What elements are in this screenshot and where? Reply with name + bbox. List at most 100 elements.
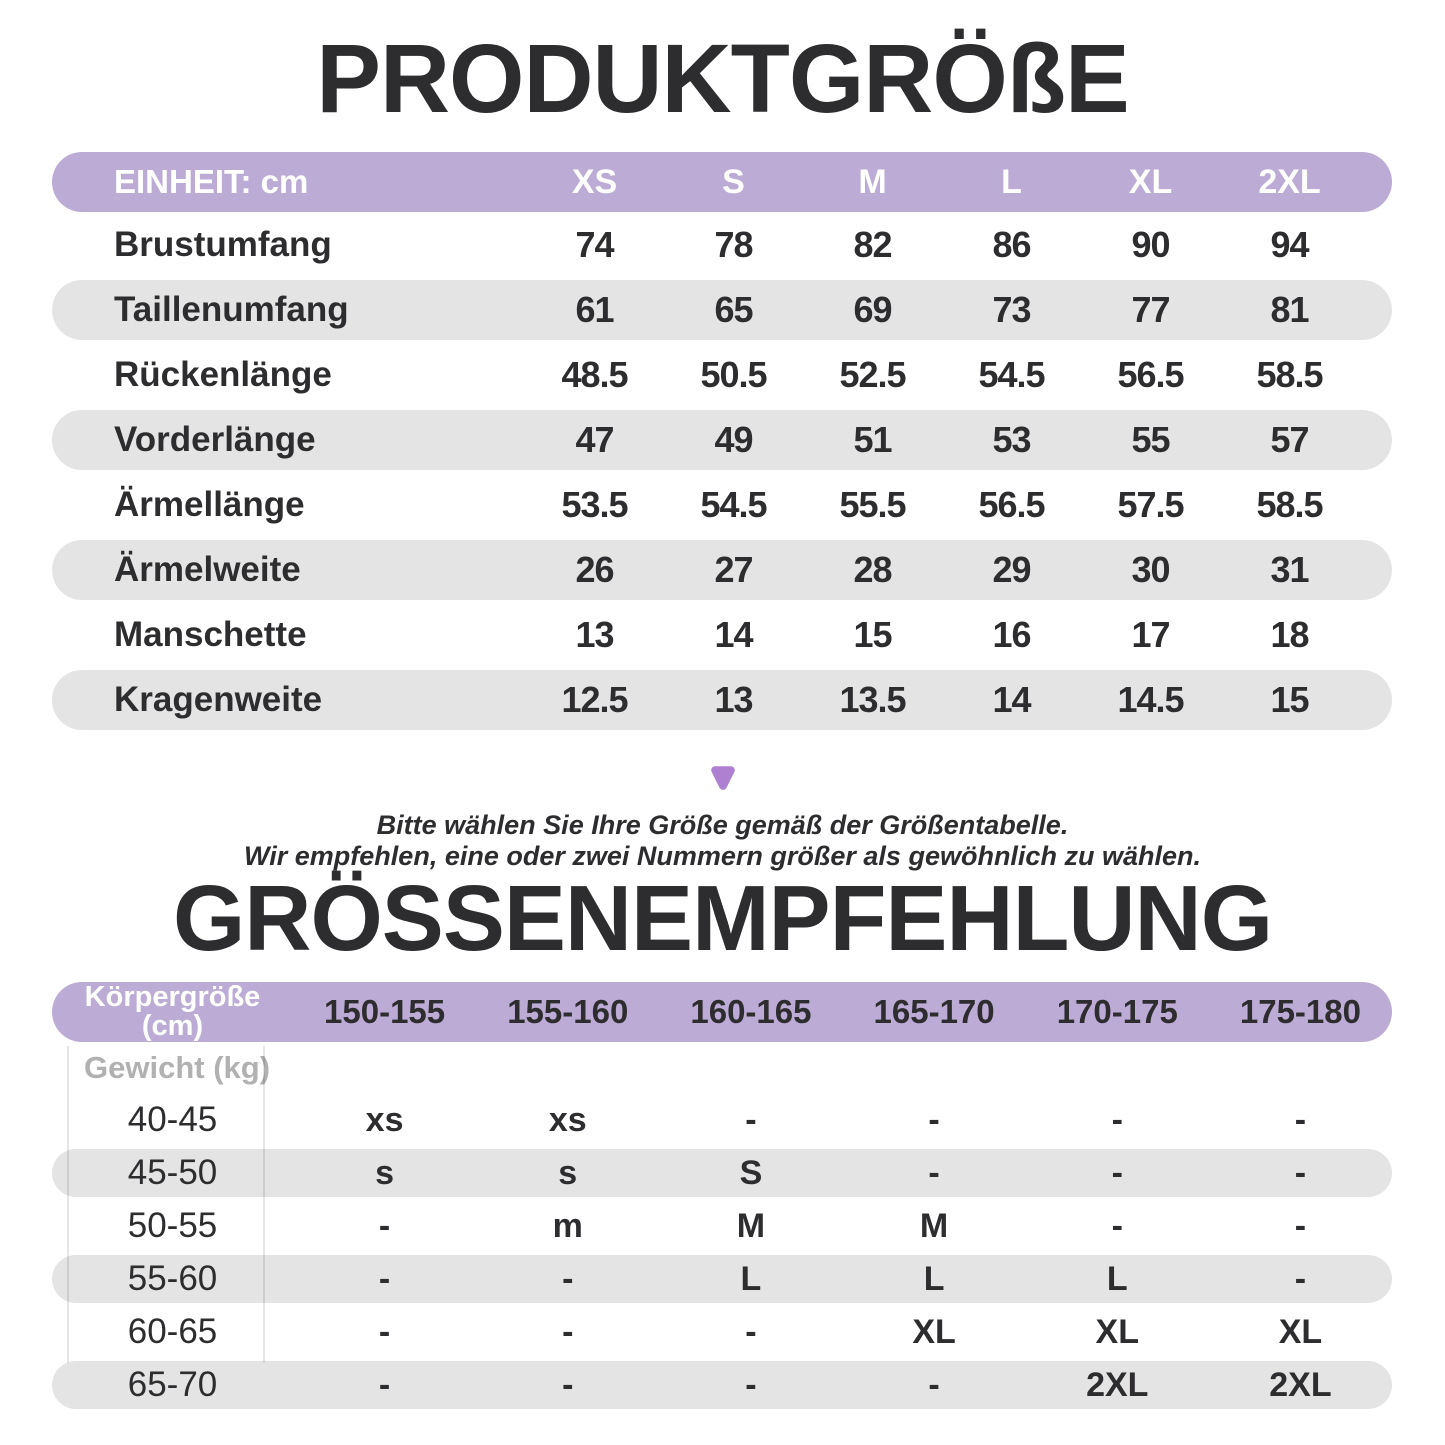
recommended-size: xs <box>365 1100 404 1139</box>
recommended-size: m <box>552 1206 583 1245</box>
size-value: 13 <box>575 614 614 655</box>
recommended-size: - <box>1111 1153 1123 1192</box>
height-column-170-175: 170-175 <box>1056 993 1178 1030</box>
size-value: 27 <box>714 549 753 590</box>
recommended-size: M <box>919 1206 949 1245</box>
table-row-brustumfang: Brustumfang 74 78 82 86 90 94 <box>52 215 1392 275</box>
size-value: 49 <box>714 419 753 460</box>
table-row-vorderlaenge: Vorderlänge 47 49 51 53 55 57 <box>52 410 1392 470</box>
recommended-size: S <box>739 1153 763 1192</box>
height-label: Körpergröße (cm) <box>85 983 261 1041</box>
size-value: 18 <box>1270 614 1309 655</box>
weight-row-65-70: 65-70 - - - - 2XL 2XL <box>52 1361 1392 1409</box>
recommended-size: XL <box>1095 1312 1139 1351</box>
size-value: 52.5 <box>839 354 906 395</box>
size-value: 30 <box>1131 549 1170 590</box>
size-value: 14 <box>992 679 1031 720</box>
recommended-size: - <box>1294 1100 1307 1139</box>
height-column-165-170: 165-170 <box>873 993 995 1030</box>
size-value: 28 <box>853 549 892 590</box>
recommended-size: - <box>378 1206 391 1245</box>
recommended-size: - <box>928 1100 940 1139</box>
size-value: 29 <box>992 549 1031 590</box>
size-value: 61 <box>575 289 614 330</box>
size-value: 54.5 <box>978 354 1045 395</box>
product-size-title: PRODUKTGRÖßE <box>316 24 1130 133</box>
size-value: 86 <box>992 224 1031 265</box>
recommended-size: s <box>558 1153 578 1192</box>
size-recommendation-title: GRÖSSENEMPFEHLUNG <box>172 866 1273 970</box>
height-label-line2: (cm) <box>141 1010 204 1042</box>
row-label: 50-55 <box>127 1206 218 1245</box>
size-value: 26 <box>575 549 614 590</box>
table-row-kragenweite: Kragenweite 12.5 13 13.5 14 14.5 15 <box>52 670 1392 730</box>
size-value: 31 <box>1270 549 1309 590</box>
size-column-xs: XS <box>571 162 618 201</box>
row-label: Rückenlänge <box>114 355 332 394</box>
size-value: 82 <box>853 224 892 265</box>
table-row-aermellaenge: Ärmellänge 53.5 54.5 55.5 56.5 57.5 58.5 <box>52 475 1392 535</box>
recommended-size: M <box>736 1206 766 1245</box>
table-row-aermelweite: Ärmelweite 26 27 28 29 30 31 <box>52 540 1392 600</box>
recommended-size: - <box>562 1312 574 1351</box>
size-value: 56.5 <box>1117 354 1184 395</box>
size-column-xl: XL <box>1128 162 1173 201</box>
height-column-155-160: 155-160 <box>507 993 629 1030</box>
weight-row-60-65: 60-65 - - - XL XL XL <box>52 1308 1392 1356</box>
size-table-header-row: EINHEIT: cm XS S M L XL 2XL <box>52 152 1392 212</box>
recommended-size: s <box>375 1153 395 1192</box>
size-value: 58.5 <box>1256 484 1323 525</box>
note-line-2: Wir empfehlen, eine oder zwei Nummern gr… <box>244 841 1201 871</box>
height-label-line1: Körpergröße <box>84 981 261 1013</box>
size-value: 13.5 <box>839 679 906 720</box>
height-column-160-165: 160-165 <box>690 993 812 1030</box>
table-row-manschette: Manschette 13 14 15 16 17 18 <box>52 605 1392 665</box>
recommended-size: - <box>562 1259 574 1298</box>
recommended-size: L <box>1106 1259 1128 1298</box>
size-value: 15 <box>853 614 892 655</box>
size-column-2xl: 2XL <box>1258 162 1321 201</box>
size-value: 56.5 <box>978 484 1045 525</box>
size-value: 13 <box>714 679 753 720</box>
row-label: Ärmelweite <box>114 550 301 589</box>
height-column-150-155: 150-155 <box>324 993 446 1030</box>
size-value: 14 <box>714 614 753 655</box>
recommended-size: - <box>378 1312 391 1351</box>
row-label: Manschette <box>114 615 307 654</box>
size-value: 57 <box>1270 419 1309 460</box>
row-label: Kragenweite <box>114 680 323 719</box>
size-value: 58.5 <box>1256 354 1323 395</box>
note-line-1: Bitte wählen Sie Ihre Größe gemäß der Gr… <box>376 810 1069 840</box>
recommended-size: 2XL <box>1086 1365 1149 1404</box>
height-column-175-180: 175-180 <box>1239 993 1361 1030</box>
size-value: 54.5 <box>700 484 767 525</box>
size-value: 16 <box>992 614 1031 655</box>
row-label: Brustumfang <box>114 225 332 264</box>
size-value: 69 <box>853 289 892 330</box>
recommendation-header-row: Körpergröße (cm) 150-155 155-160 160-165… <box>52 982 1392 1042</box>
size-column-l: L <box>1001 162 1022 201</box>
size-value: 53 <box>992 419 1031 460</box>
row-label: 55-60 <box>127 1259 218 1298</box>
size-value: 90 <box>1131 224 1170 265</box>
table-row-rueckenlaenge: Rückenlänge 48.5 50.5 52.5 54.5 56.5 58.… <box>52 345 1392 405</box>
size-value: 51 <box>853 419 892 460</box>
table-row-taillenumfang: Taillenumfang 61 65 69 73 77 81 <box>52 280 1392 340</box>
size-value: 78 <box>714 224 753 265</box>
recommended-size: XL <box>912 1312 956 1351</box>
recommended-size: - <box>378 1365 391 1404</box>
size-value: 53.5 <box>561 484 628 525</box>
pointer-row <box>0 764 1445 792</box>
weight-row-50-55: 50-55 - m M M - - <box>52 1202 1392 1250</box>
size-value: 55.5 <box>839 484 906 525</box>
recommended-size: - <box>745 1312 757 1351</box>
size-value: 47 <box>575 419 614 460</box>
size-value: 50.5 <box>700 354 767 395</box>
size-value: 55 <box>1131 419 1170 460</box>
recommended-size: xs <box>548 1100 587 1139</box>
recommended-size: - <box>1294 1206 1307 1245</box>
row-label: Vorderlänge <box>114 420 316 459</box>
size-value: 73 <box>992 289 1031 330</box>
size-value: 14.5 <box>1117 679 1184 720</box>
product-size-table: Brustumfang 74 78 82 86 90 94 Taillenumf… <box>52 215 1392 735</box>
